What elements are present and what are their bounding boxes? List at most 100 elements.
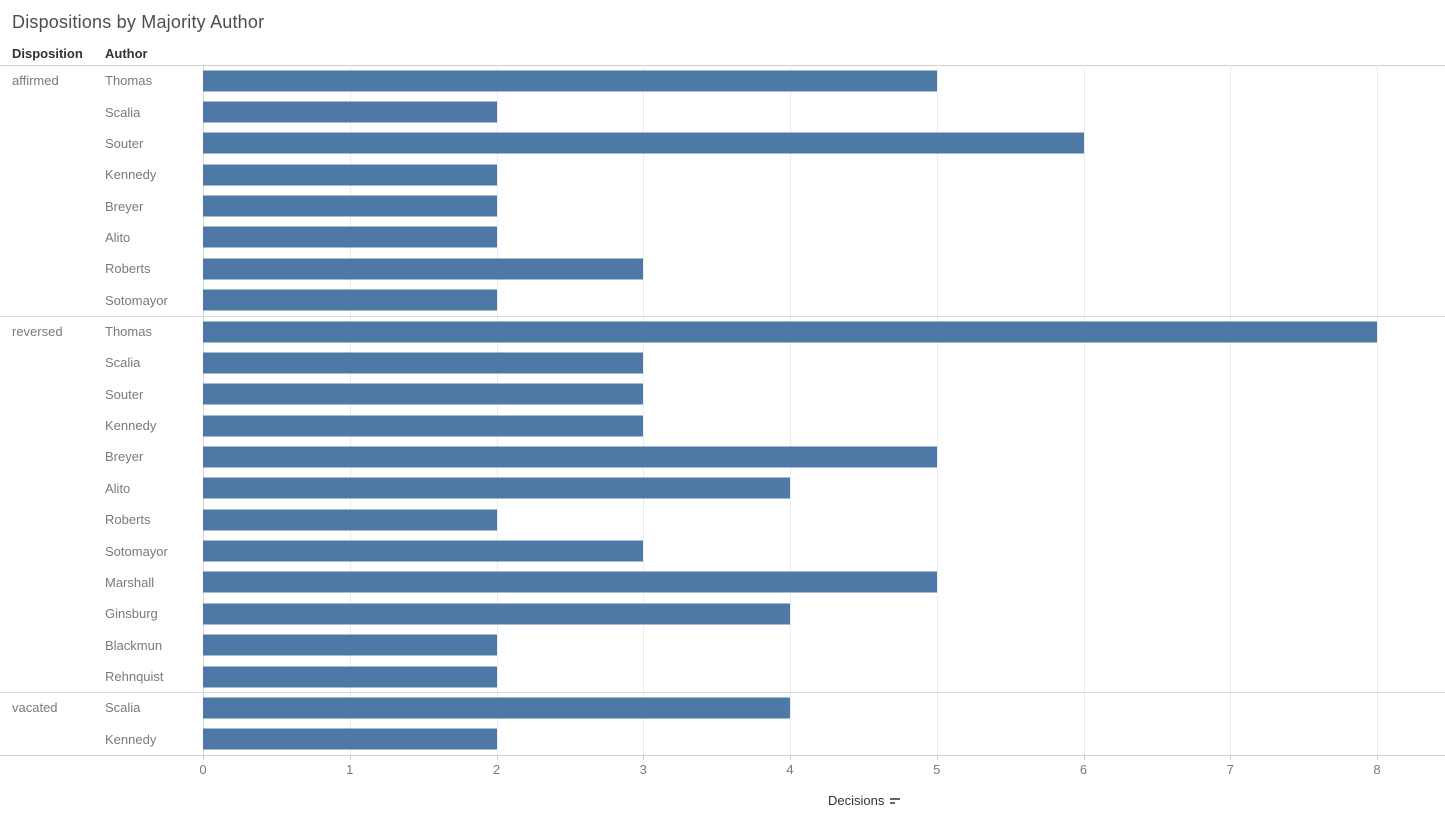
bar[interactable] — [203, 603, 790, 625]
bar[interactable] — [203, 509, 497, 531]
bar[interactable] — [203, 321, 1377, 343]
bar[interactable] — [203, 728, 497, 750]
disposition-label[interactable]: reversed — [12, 324, 63, 340]
bar[interactable] — [203, 195, 497, 217]
table-row: reversed Thomas — [0, 316, 1445, 347]
disposition-label[interactable]: vacated — [12, 700, 58, 716]
bar[interactable] — [203, 289, 497, 311]
axis-label: Decisions — [828, 793, 901, 808]
bar-zone — [203, 598, 1445, 629]
bar-zone — [203, 285, 1445, 316]
bar[interactable] — [203, 540, 644, 562]
bar-zone — [203, 190, 1445, 221]
tick-mark — [1377, 755, 1378, 760]
table-row: Ginsburg — [0, 598, 1445, 629]
bar-zone — [203, 504, 1445, 535]
tick-mark — [496, 755, 498, 760]
table-row: Alito — [0, 222, 1445, 253]
tick-label: 0 — [199, 762, 207, 777]
table-row: Scalia — [0, 96, 1445, 127]
author-label[interactable]: Kennedy — [105, 731, 157, 747]
author-label[interactable]: Sotomayor — [105, 543, 168, 559]
bar[interactable] — [203, 132, 1084, 154]
bar-zone — [203, 410, 1445, 441]
author-label[interactable]: Scalia — [105, 104, 141, 120]
bar-zone — [203, 661, 1445, 692]
table-row: affirmed Thomas — [0, 65, 1445, 96]
bar[interactable] — [203, 70, 937, 92]
table-row: Sotomayor — [0, 285, 1445, 316]
bar[interactable] — [203, 226, 497, 248]
bar-zone — [203, 222, 1445, 253]
column-header-author: Author — [105, 46, 148, 61]
bar[interactable] — [203, 101, 497, 123]
tick-mark — [790, 755, 791, 760]
table-row: Souter — [0, 128, 1445, 159]
column-header-disposition: Disposition — [12, 46, 83, 61]
table-row: Kennedy — [0, 159, 1445, 190]
bar-zone — [203, 535, 1445, 566]
bar-zone — [203, 253, 1445, 284]
bar[interactable] — [203, 383, 644, 405]
bar[interactable] — [203, 258, 644, 280]
bar[interactable] — [203, 477, 790, 499]
tick-mark — [1083, 755, 1085, 760]
bar-zone — [203, 347, 1445, 378]
table-row: Scalia — [0, 347, 1445, 378]
bar[interactable] — [203, 164, 497, 186]
author-label[interactable]: Thomas — [105, 324, 152, 340]
author-label[interactable]: Souter — [105, 135, 144, 151]
axis-line — [0, 755, 1445, 756]
author-label[interactable]: Scalia — [105, 355, 141, 371]
author-label[interactable]: Alito — [105, 480, 131, 496]
page-title: Dispositions by Majority Author — [12, 12, 265, 32]
gridline — [203, 65, 204, 755]
bar-zone — [203, 379, 1445, 410]
disposition-label[interactable]: affirmed — [12, 73, 59, 89]
author-label[interactable]: Kennedy — [105, 167, 157, 183]
group-separator — [0, 692, 1445, 694]
tick-label: 5 — [933, 762, 941, 777]
author-label[interactable]: Ginsburg — [105, 606, 158, 622]
bar-zone — [203, 128, 1445, 159]
author-label[interactable]: Roberts — [105, 512, 151, 528]
sort-descending-icon[interactable] — [890, 797, 901, 804]
bar[interactable] — [203, 415, 644, 437]
bar[interactable] — [203, 634, 497, 656]
tick-label: 8 — [1373, 762, 1381, 777]
author-label[interactable]: Scalia — [105, 700, 141, 716]
bar[interactable] — [203, 446, 937, 468]
bar[interactable] — [203, 352, 644, 374]
author-label[interactable]: Rehnquist — [105, 669, 164, 684]
author-label[interactable]: Thomas — [105, 73, 152, 89]
bar[interactable] — [203, 697, 790, 719]
tick-label: 1 — [346, 762, 354, 777]
bar-zone — [203, 159, 1445, 190]
tick-label: 3 — [639, 762, 647, 777]
gridline — [1230, 65, 1232, 755]
author-label[interactable]: Kennedy — [105, 418, 157, 434]
table-row: Sotomayor — [0, 535, 1445, 566]
author-label[interactable]: Marshall — [105, 574, 155, 590]
bar[interactable] — [203, 666, 497, 687]
author-label[interactable]: Breyer — [105, 449, 144, 465]
author-label[interactable]: Souter — [105, 386, 144, 402]
bar-zone — [203, 65, 1445, 96]
chart-rows: affirmed Thomas Scalia Souter Kennedy Breyer A… — [0, 65, 1445, 755]
bar-zone — [203, 629, 1445, 660]
author-label[interactable]: Blackmun — [105, 637, 163, 653]
group-separator — [0, 315, 1445, 317]
table-row: Roberts — [0, 504, 1445, 535]
table-row: Roberts — [0, 253, 1445, 284]
header-underline — [0, 65, 1445, 66]
author-label[interactable]: Sotomayor — [105, 292, 168, 308]
author-label[interactable]: Breyer — [105, 198, 144, 214]
bar[interactable] — [203, 571, 937, 593]
author-label[interactable]: Roberts — [105, 261, 151, 277]
axis-label-text: Decisions — [828, 793, 885, 808]
tick-label: 7 — [1226, 762, 1234, 777]
tick-label: 6 — [1079, 762, 1088, 777]
author-label[interactable]: Alito — [105, 229, 131, 245]
tick-mark — [1230, 755, 1232, 760]
